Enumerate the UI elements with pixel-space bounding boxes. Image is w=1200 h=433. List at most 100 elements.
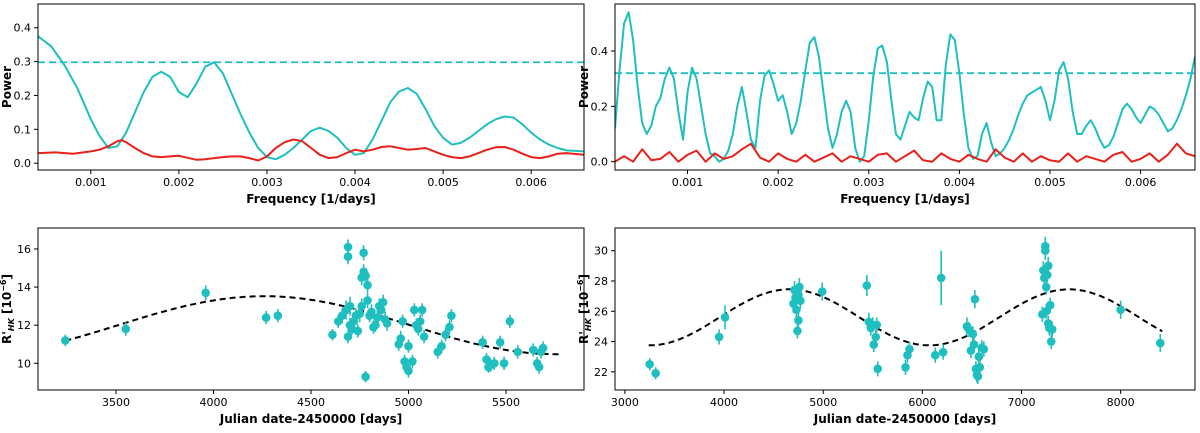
data-point <box>871 332 881 342</box>
data-point <box>413 324 423 334</box>
data-point <box>201 288 210 298</box>
data-point <box>437 341 446 351</box>
data-point <box>382 318 392 328</box>
data-point <box>371 320 380 330</box>
data-point <box>1043 261 1053 271</box>
y-tick-label: 14 <box>17 281 31 294</box>
data-point <box>363 280 372 290</box>
y-label-subscript: HK <box>584 317 593 331</box>
x-tick-label: 0.003 <box>853 176 885 189</box>
y-tick-label: 0.0 <box>591 156 609 169</box>
y-tick-label: 12 <box>17 319 31 332</box>
data-point <box>361 372 370 381</box>
data-point <box>968 329 978 339</box>
y-tick-label: 10 <box>17 357 31 370</box>
y-label-unit: [10 <box>0 292 14 318</box>
periodogram-line <box>38 35 584 161</box>
data-point <box>415 317 425 326</box>
x-axis-label: Julian date-2450000 [days] <box>813 412 996 426</box>
plot-area <box>615 11 1195 163</box>
data-point <box>345 301 355 311</box>
x-tick-label: 0.005 <box>427 176 459 189</box>
y-axis-label: Power <box>0 66 14 108</box>
data-point <box>792 305 801 315</box>
data-point <box>1040 246 1050 256</box>
y-tick-label: 24 <box>594 336 608 349</box>
data-point <box>938 347 948 357</box>
periodogram-panel-left: Frequency [1/days] Power 0.001 0.002 0.003… <box>0 3 585 206</box>
y-tick-label: 30 <box>594 245 608 258</box>
data-point <box>61 336 70 345</box>
y-label-main: R' <box>0 331 14 344</box>
data-point <box>343 332 353 341</box>
plot-frame <box>37 3 585 171</box>
periodogram-panel-right: Frequency [1/days] Power 0.001 0.002 0.003… <box>577 3 1196 206</box>
data-point <box>273 311 283 320</box>
data-point <box>534 362 544 372</box>
data-point <box>373 313 382 322</box>
data-point <box>1046 337 1056 346</box>
data-point <box>975 362 985 372</box>
y-tick-label: 26 <box>594 305 608 318</box>
y-label-main: R' <box>577 331 591 344</box>
x-axis-label: Frequency [1/days] <box>840 192 969 206</box>
data-point <box>441 330 450 340</box>
data-point <box>872 320 882 330</box>
data-point <box>513 347 522 357</box>
data-point <box>376 305 386 315</box>
data-point <box>490 359 499 368</box>
x-axis-label: Frequency [1/days] <box>246 192 375 206</box>
data-point <box>1047 325 1057 334</box>
y-label-close: ] <box>0 274 14 279</box>
plot-frame <box>614 3 1196 171</box>
x-tick-label: 5000 <box>809 396 837 409</box>
data-point <box>378 298 388 307</box>
data-point <box>357 301 367 311</box>
x-tick-label: 6000 <box>908 396 936 409</box>
data-point <box>979 344 989 354</box>
data-point <box>410 305 419 315</box>
plot-area <box>61 239 559 383</box>
data-point <box>969 340 979 349</box>
data-point <box>974 352 984 361</box>
data-point <box>404 341 413 351</box>
data-point <box>1045 300 1055 310</box>
data-point <box>930 350 940 360</box>
data-point <box>353 326 363 336</box>
x-tick-label: 4500 <box>297 396 325 409</box>
data-point <box>1041 306 1051 316</box>
plot-area <box>645 237 1165 384</box>
x-tick-label: 0.005 <box>1034 176 1066 189</box>
data-point <box>367 307 376 317</box>
x-tick-label: 0.004 <box>944 176 976 189</box>
data-point <box>361 271 370 280</box>
y-tick-label: 16 <box>17 243 31 256</box>
x-tick-label: 0.004 <box>339 176 371 189</box>
y-tick-label: 0.2 <box>14 89 32 102</box>
y-axis-label: Power <box>577 66 591 108</box>
y-label-superscript: −6 <box>0 279 8 292</box>
data-point <box>447 311 456 320</box>
x-tick-label: 0.006 <box>515 176 547 189</box>
data-point <box>121 324 131 334</box>
x-tick-label: 5000 <box>395 396 423 409</box>
data-point <box>720 313 730 322</box>
x-tick-label: 8000 <box>1107 396 1135 409</box>
x-tick-label: 5500 <box>492 396 520 409</box>
plot-frame <box>614 227 1196 391</box>
y-axis-label: R'HK [10−6] <box>576 274 593 344</box>
y-tick-label: 28 <box>594 275 608 288</box>
x-tick-label: 0.002 <box>163 176 195 189</box>
data-point <box>901 362 910 372</box>
y-tick-label: 0.4 <box>591 45 609 58</box>
y-tick-label: 0.4 <box>14 22 32 35</box>
data-point <box>529 345 538 355</box>
y-label-unit: [10 <box>577 292 591 318</box>
x-tick-label: 4000 <box>200 396 228 409</box>
data-point <box>408 357 417 366</box>
data-point <box>905 344 914 354</box>
data-point <box>261 313 271 322</box>
data-point <box>396 334 406 343</box>
window-function-line <box>38 138 584 162</box>
data-point <box>538 343 548 353</box>
